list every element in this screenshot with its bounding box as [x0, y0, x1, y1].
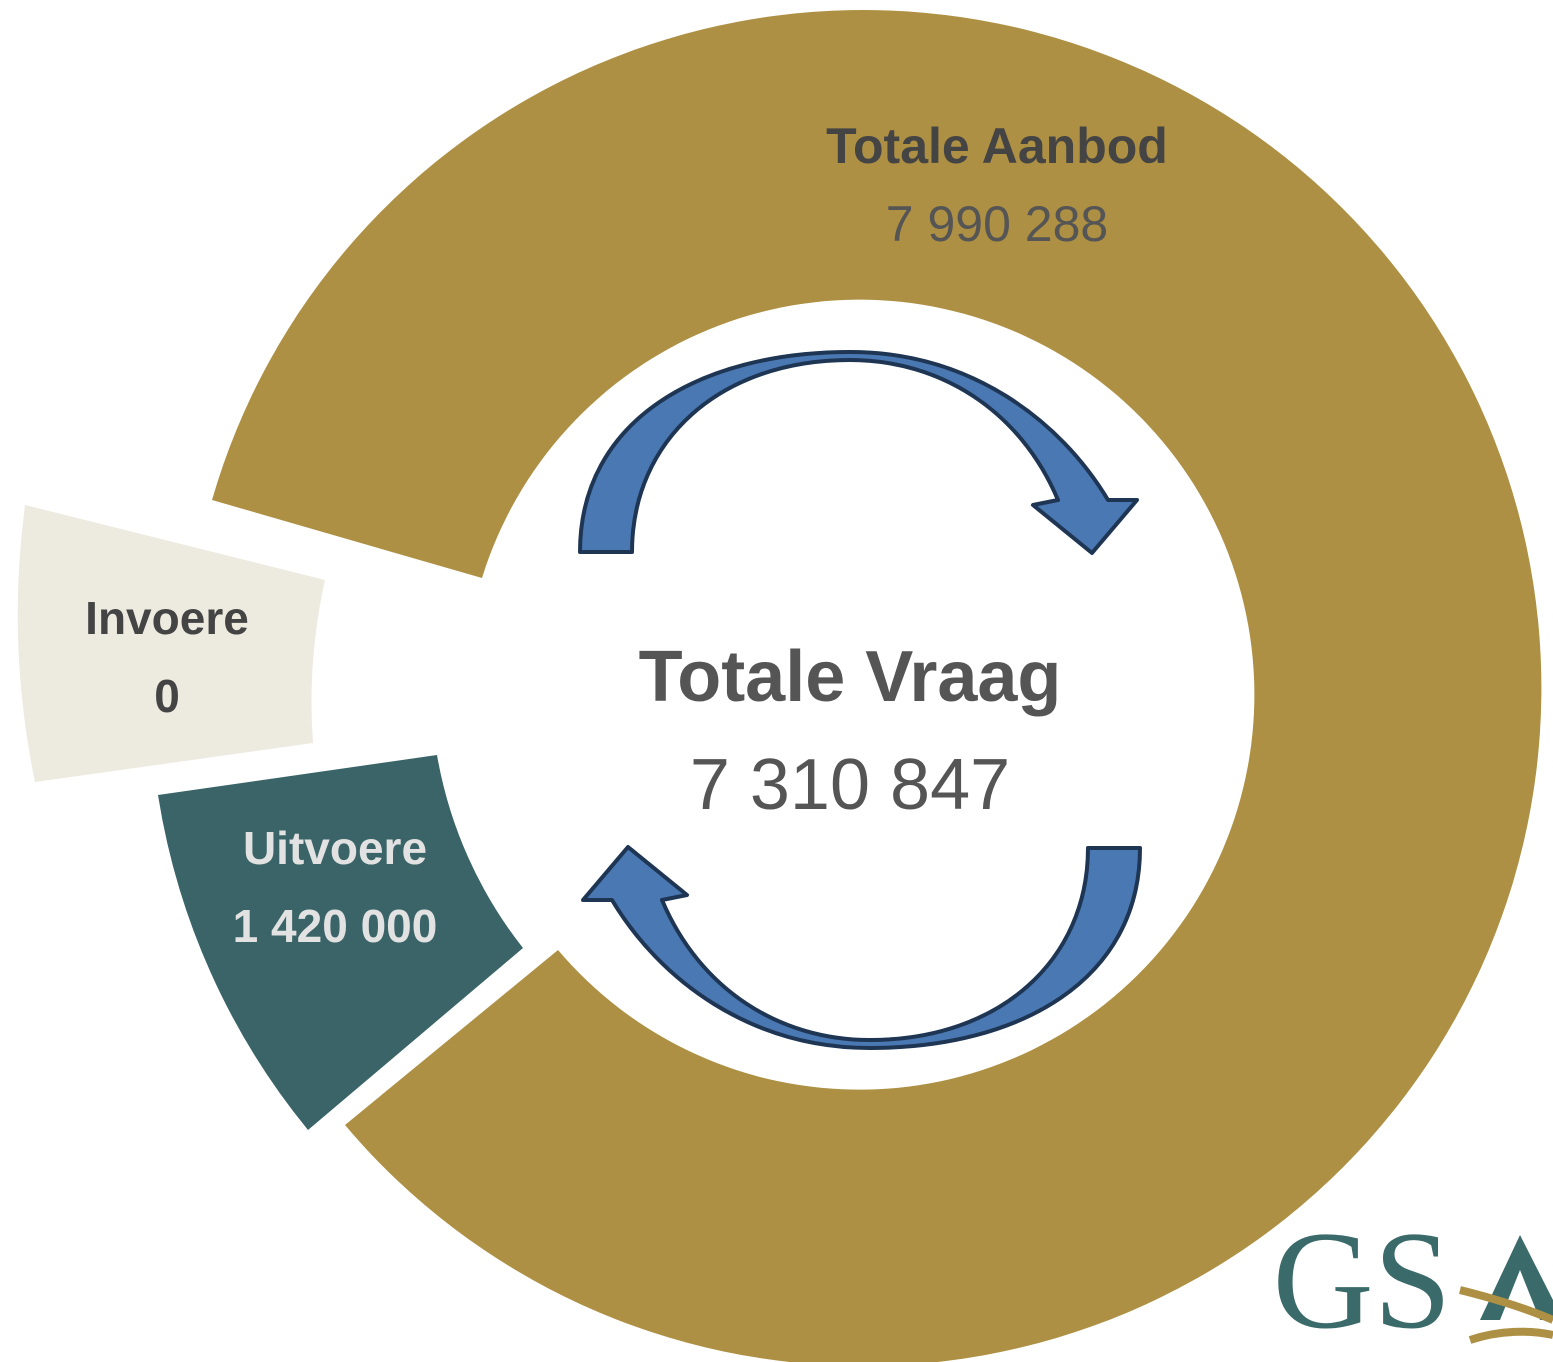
segment-aanbod [212, 10, 1542, 1362]
segment-uitvoere [158, 755, 523, 1130]
segment-label: Totale Aanbod [826, 118, 1168, 174]
center-label: Totale Vraag [639, 637, 1062, 717]
segment-invoere [17, 505, 326, 782]
cycle-arrows [578, 350, 1142, 1050]
logo-swoosh [1459, 1286, 1553, 1344]
center-value: 7 310 847 [690, 745, 1010, 825]
segment-value: 7 990 288 [886, 196, 1108, 252]
logo-text: GS [1273, 1203, 1452, 1358]
segment-value: 0 [154, 670, 180, 722]
segment-label: Invoere [85, 592, 249, 644]
arrow-top [578, 350, 1139, 555]
logo: GS [1273, 1203, 1553, 1358]
segment-value: 1 420 000 [233, 900, 438, 952]
arrow-bottom [581, 845, 1142, 1050]
segment-label: Uitvoere [243, 822, 427, 874]
